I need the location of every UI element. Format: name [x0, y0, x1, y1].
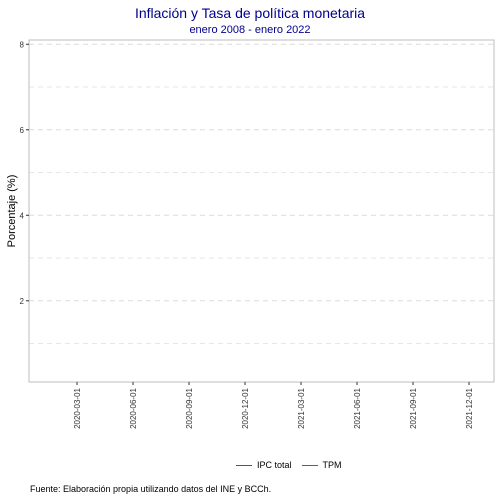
x-tick-label: 2021-03-01	[297, 387, 306, 428]
x-tick-label: 2020-09-01	[185, 387, 194, 428]
y-tick-label: 6	[20, 126, 25, 135]
chart-caption: Fuente: Elaboración propia utilizando da…	[30, 484, 272, 494]
x-axis: 2020-03-01 2020-06-01 2020-09-01 2020-12-01…	[73, 382, 474, 429]
x-tick-label: 2021-09-01	[409, 387, 418, 428]
x-tick-label: 2020-12-01	[241, 387, 250, 428]
legend-item: TPM	[301, 460, 342, 470]
y-tick-label: 4	[20, 211, 25, 220]
x-tick-label: 2021-12-01	[465, 387, 474, 428]
grid-lines	[29, 43, 494, 345]
x-tick-label: 2020-06-01	[129, 387, 138, 428]
legend-key	[236, 464, 252, 466]
legend-item: IPC total	[236, 460, 292, 470]
legend: IPC total TPM	[236, 460, 352, 470]
legend-key	[301, 464, 318, 466]
plot-panel	[28, 39, 495, 383]
chart-title: Inflación y Tasa de política monetaria	[134, 5, 366, 21]
x-tick-label: 2021-06-01	[353, 387, 362, 428]
y-tick-label: 8	[20, 40, 25, 49]
y-tick-label: 2	[20, 297, 25, 306]
y-axis-title: Porcentaje (%)	[6, 175, 18, 248]
legend-label: TPM	[322, 460, 342, 470]
legend-label: IPC total	[257, 460, 292, 470]
y-axis: 2 4 6 8	[20, 40, 29, 306]
x-tick-label: 2020-03-01	[73, 387, 82, 428]
chart-subtitle: enero 2008 - enero 2022	[189, 24, 311, 36]
